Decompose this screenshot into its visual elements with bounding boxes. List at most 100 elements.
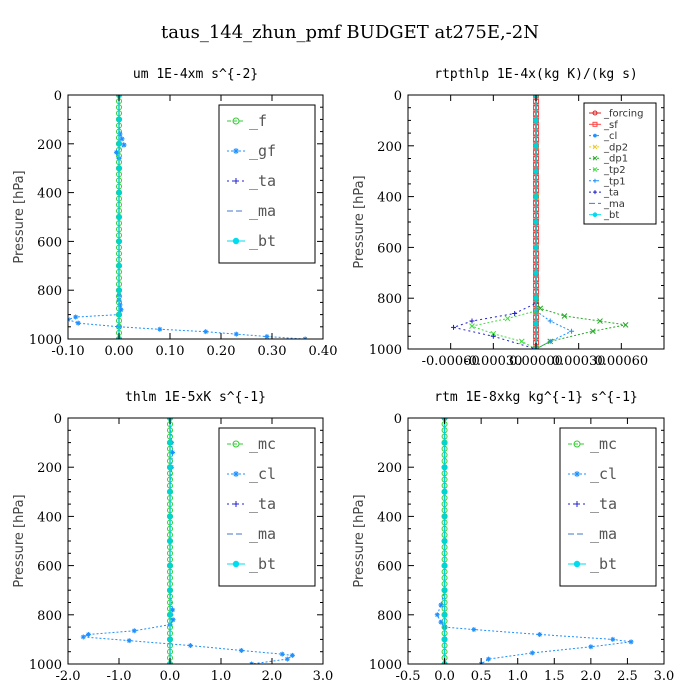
legend-label: _f xyxy=(249,112,267,130)
y-tick-label: 200 xyxy=(377,461,402,476)
data-point-cl xyxy=(537,631,543,637)
data-point-cl xyxy=(438,602,444,608)
y-tick-label: 0 xyxy=(54,412,62,427)
data-point-bt xyxy=(116,238,122,245)
y-tick-label: 800 xyxy=(377,609,402,624)
data-point-cl xyxy=(610,636,616,642)
x-tick-label: 1.5 xyxy=(544,669,565,684)
series-bt xyxy=(533,95,539,349)
y-tick-label: 800 xyxy=(377,292,402,307)
data-point-cl xyxy=(238,647,244,653)
x-tick-label: 0.30 xyxy=(258,344,287,359)
series-ta xyxy=(451,95,539,349)
y-tick-label: 1000 xyxy=(369,658,402,673)
data-point-bt xyxy=(533,143,539,149)
y-tick-label: 0 xyxy=(394,412,402,427)
legend-label: _bt xyxy=(249,232,276,250)
legend-label: _mc xyxy=(590,435,617,453)
data-point-cl xyxy=(434,612,440,618)
data-point-cl xyxy=(279,651,285,657)
data-point-bt xyxy=(441,612,448,618)
data-point-gf xyxy=(117,131,123,137)
legend-label: _tp1 xyxy=(603,176,626,187)
data-point-bt xyxy=(116,165,122,171)
y-tick-label: 200 xyxy=(37,461,62,476)
y-axis-label: Pressure [hPa] xyxy=(352,494,367,587)
legend-label: _cl xyxy=(249,465,276,483)
plot-area xyxy=(68,95,308,339)
legend-marker-mc xyxy=(232,440,240,448)
legend: _mc _cl _ta _ma _bt xyxy=(218,427,316,587)
panel-title: rtpthlp 1E-4x(kg K)/(kg s) xyxy=(434,67,638,82)
data-point-bt xyxy=(167,636,173,643)
x-tick-label: -0.00060 xyxy=(422,354,480,369)
legend-label: _gf xyxy=(249,142,276,160)
legend-label: _ta xyxy=(603,188,619,199)
y-tick-label: 1000 xyxy=(29,333,62,348)
legend-label: _forcing xyxy=(603,109,644,120)
data-point-tp1 xyxy=(547,318,553,324)
y-tick-label: 600 xyxy=(37,235,62,250)
data-point-gf xyxy=(264,334,270,339)
series-bt xyxy=(441,418,448,664)
legend-label: _bt xyxy=(249,555,276,573)
x-tick-label: 0.5 xyxy=(471,669,492,684)
data-point-cl xyxy=(438,619,444,625)
x-tick-label: -2.0 xyxy=(55,669,80,684)
data-point-tp2 xyxy=(469,323,475,329)
data-point-cl xyxy=(471,627,477,633)
y-tick-label: 1000 xyxy=(29,658,62,673)
legend-label: _ma xyxy=(590,525,617,543)
legend-marker-bt xyxy=(232,237,240,245)
data-point-bt xyxy=(116,116,122,123)
data-point-bt xyxy=(167,612,173,618)
data-point-bt xyxy=(441,513,448,520)
legend-marker-tp2 xyxy=(592,167,598,172)
data-point-gf xyxy=(157,326,163,332)
chart-panel-1: um 1E-4xm s^{-2} Pressure [hPa] 0 200 400 600… xyxy=(12,67,337,359)
data-point-bt xyxy=(116,311,122,318)
legend-marker-tp1 xyxy=(593,178,597,183)
x-tick-label: 2.5 xyxy=(617,669,638,684)
data-point-bt xyxy=(116,287,122,293)
x-tick-label: 0.00030 xyxy=(552,354,606,369)
legend-label: _ta xyxy=(249,495,276,513)
data-point-dp1 xyxy=(537,305,544,312)
legend-marker-ta xyxy=(233,178,239,184)
legend-box xyxy=(559,427,657,587)
data-point-dp1 xyxy=(597,318,603,324)
chart-panel-2: rtpthlp 1E-4x(kg K)/(kg s) Pressure [hPa]… xyxy=(352,67,665,369)
legend-marker-cl xyxy=(593,133,597,138)
data-point-cl xyxy=(529,650,535,656)
chart-panel-3: thlm 1E-5xK s^{-1} Pressure [hPa] 0 200 400 6… xyxy=(12,390,333,684)
legend-marker-ta xyxy=(593,190,597,195)
data-point-cl xyxy=(170,617,176,623)
data-point-cl xyxy=(131,628,137,634)
data-point-cl xyxy=(284,656,290,662)
legend-marker-bt xyxy=(232,560,240,568)
data-point-cl xyxy=(289,652,295,658)
y-tick-label: 400 xyxy=(377,191,402,206)
x-tick-label: 0.40 xyxy=(309,344,338,359)
data-point-cl xyxy=(85,631,91,637)
data-point-bt xyxy=(167,489,173,495)
data-point-bt xyxy=(441,464,448,470)
data-point-bt xyxy=(167,538,173,544)
y-axis-label: Pressure [hPa] xyxy=(12,494,27,587)
x-tick-label: 0.00000 xyxy=(509,354,563,369)
legend-marker-ta xyxy=(233,501,239,507)
plot-area xyxy=(451,95,629,349)
y-tick-label: 400 xyxy=(377,510,402,525)
series-line-ta xyxy=(451,95,537,349)
y-tick-label: 800 xyxy=(37,284,62,299)
x-tick-label: 3.0 xyxy=(654,669,675,684)
legend-marker-forcing xyxy=(592,110,598,116)
data-point-bt xyxy=(441,538,448,544)
legend-marker-bt xyxy=(573,560,581,568)
data-point-ta xyxy=(469,318,475,324)
legend-label: _tp2 xyxy=(603,165,626,176)
legend: _f _gf _ta _ma _bt xyxy=(218,104,316,264)
x-tick-label: 3.0 xyxy=(313,669,334,684)
data-point-gf xyxy=(121,142,127,148)
data-point-bt xyxy=(533,270,539,276)
